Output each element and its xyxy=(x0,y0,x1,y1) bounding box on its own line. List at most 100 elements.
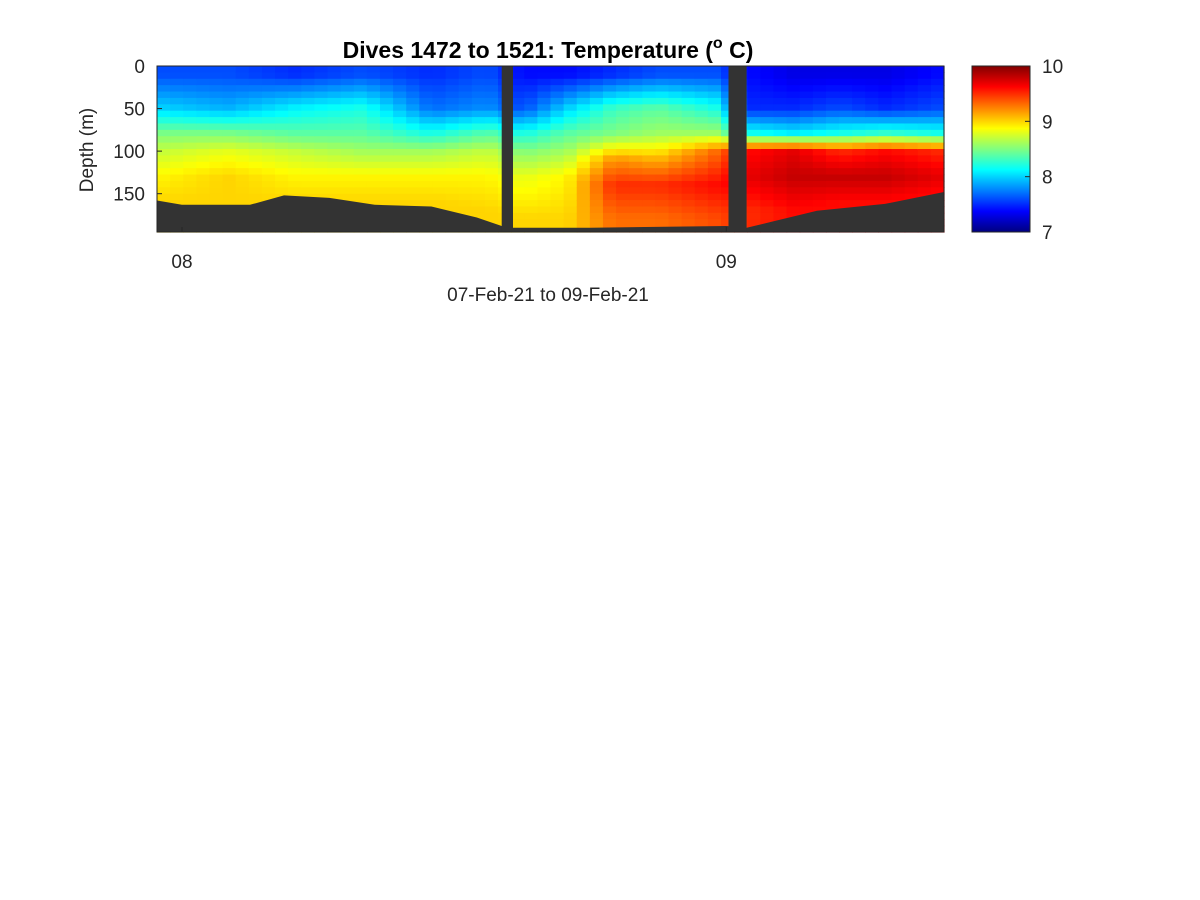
heatmap-cell xyxy=(301,142,315,150)
heatmap-cell xyxy=(196,155,211,163)
heatmap-cell xyxy=(353,91,368,99)
heatmap-cell xyxy=(668,117,683,125)
heatmap-cell xyxy=(576,149,591,156)
heatmap-cell xyxy=(694,72,709,80)
heatmap-cell xyxy=(904,85,919,93)
heatmap-cell xyxy=(550,142,565,150)
heatmap-cell xyxy=(196,66,211,73)
heatmap-cell xyxy=(799,129,814,137)
heatmap-cell xyxy=(432,110,447,118)
heatmap-cell xyxy=(668,66,683,73)
heatmap-cell xyxy=(419,117,434,125)
heatmap-cell xyxy=(537,168,552,176)
heatmap-cell xyxy=(563,91,578,99)
heatmap-cell xyxy=(825,110,840,118)
heatmap-cell xyxy=(458,110,473,118)
heatmap-cell xyxy=(288,136,302,144)
heatmap-cell xyxy=(379,180,394,188)
heatmap-cell xyxy=(891,104,906,112)
heatmap-cell xyxy=(393,149,407,156)
heatmap-cell xyxy=(419,193,434,201)
heatmap-cell xyxy=(301,123,315,131)
heatmap-cell xyxy=(694,85,709,93)
heatmap-cell xyxy=(170,155,184,163)
heatmap-cell xyxy=(852,142,866,150)
data-gap xyxy=(501,66,513,232)
heatmap-cell xyxy=(865,180,880,188)
heatmap-cell xyxy=(196,85,211,93)
heatmap-cell xyxy=(839,142,853,150)
heatmap-cell xyxy=(878,97,893,105)
heatmap-cell xyxy=(235,149,250,156)
heatmap-cell xyxy=(865,200,880,208)
heatmap-cell xyxy=(642,206,657,214)
heatmap-cell xyxy=(419,136,434,144)
heatmap-cell xyxy=(261,117,276,125)
heatmap-cell xyxy=(760,72,775,80)
heatmap-cell xyxy=(537,129,552,137)
heatmap-cell xyxy=(301,180,315,188)
heatmap-cell xyxy=(760,123,775,131)
heatmap-cell xyxy=(799,200,814,208)
heatmap-cell xyxy=(891,97,906,105)
heatmap-cell xyxy=(812,136,827,144)
heatmap-cell xyxy=(825,149,840,156)
heatmap-cell xyxy=(681,219,696,227)
heatmap-cell xyxy=(602,142,617,150)
heatmap-cell xyxy=(655,117,670,125)
heatmap-cell xyxy=(379,168,394,176)
heatmap-cell xyxy=(616,85,630,93)
heatmap-cell xyxy=(616,123,630,131)
heatmap-cell xyxy=(563,66,578,73)
heatmap-cell xyxy=(248,149,263,156)
heatmap-cell xyxy=(629,72,643,80)
heatmap-cell xyxy=(445,187,460,195)
heatmap-cell xyxy=(157,174,171,182)
heatmap-cell xyxy=(799,117,814,125)
heatmap-cell xyxy=(852,72,866,80)
heatmap-cell xyxy=(379,200,394,208)
heatmap-cell xyxy=(537,123,552,131)
heatmap-cell xyxy=(747,155,761,163)
heatmap-cell xyxy=(445,117,460,125)
heatmap-cell xyxy=(537,136,552,144)
heatmap-cell xyxy=(458,136,473,144)
heatmap-cell xyxy=(537,85,552,93)
heatmap-cell xyxy=(471,78,486,86)
heatmap-cell xyxy=(458,91,473,99)
heatmap-cell xyxy=(183,78,197,86)
heatmap-cell xyxy=(655,66,670,73)
heatmap-cell xyxy=(222,149,237,156)
heatmap-cell xyxy=(366,200,381,208)
heatmap-cell xyxy=(668,85,683,93)
heatmap-cell xyxy=(275,85,289,93)
heatmap-cell xyxy=(301,91,315,99)
heatmap-cell xyxy=(799,104,814,112)
heatmap-cell xyxy=(537,193,552,201)
seafloor-no-data xyxy=(157,192,944,232)
heatmap-cell xyxy=(852,117,866,125)
heatmap-cell xyxy=(261,187,276,195)
heatmap-cell xyxy=(157,187,171,195)
heatmap-cell xyxy=(563,212,578,220)
heatmap-cell xyxy=(445,142,460,150)
heatmap-cell xyxy=(563,193,578,201)
heatmap-cell xyxy=(248,174,263,182)
data-gap xyxy=(728,66,747,232)
heatmap-cell xyxy=(760,142,775,150)
heatmap-cell xyxy=(589,142,604,150)
heatmap-cell xyxy=(222,78,237,86)
heatmap-cell xyxy=(327,97,342,105)
heatmap-cell xyxy=(681,161,696,169)
heatmap-cell xyxy=(157,66,171,73)
heatmap-cell xyxy=(275,155,289,163)
heatmap-cell xyxy=(681,180,696,188)
heatmap-cell xyxy=(721,193,735,201)
heatmap-cell xyxy=(589,187,604,195)
heatmap-cell xyxy=(563,142,578,150)
heatmap-cell xyxy=(694,66,709,73)
heatmap-cell xyxy=(629,117,643,125)
heatmap-cell xyxy=(629,129,643,137)
heatmap-cell xyxy=(694,149,709,156)
